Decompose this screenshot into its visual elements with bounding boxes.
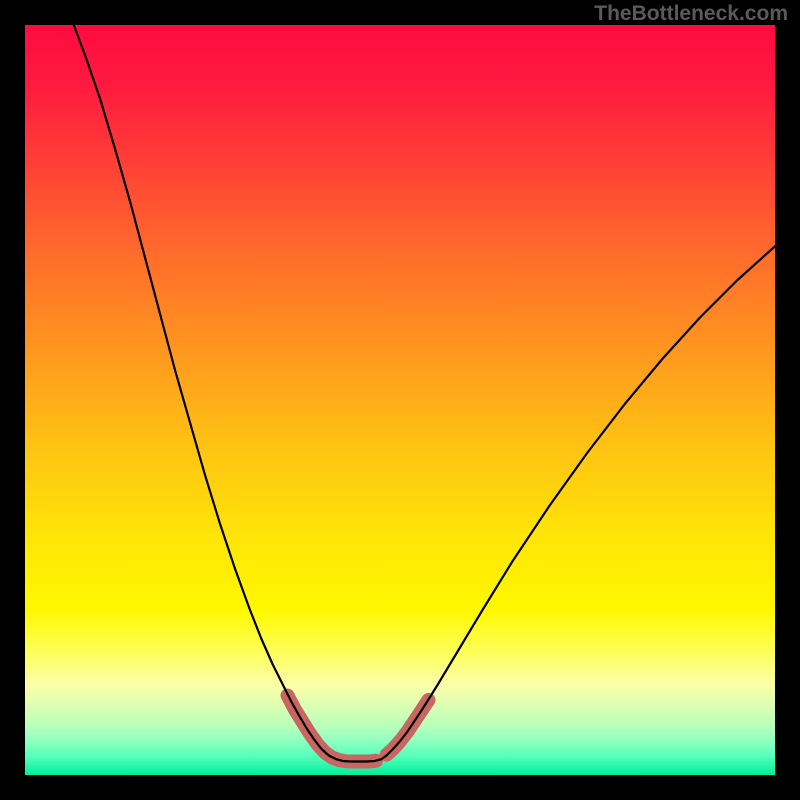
chart-svg	[0, 0, 800, 800]
plot-background	[25, 25, 775, 775]
chart-frame: TheBottleneck.com	[0, 0, 800, 800]
watermark-text: TheBottleneck.com	[594, 2, 788, 26]
